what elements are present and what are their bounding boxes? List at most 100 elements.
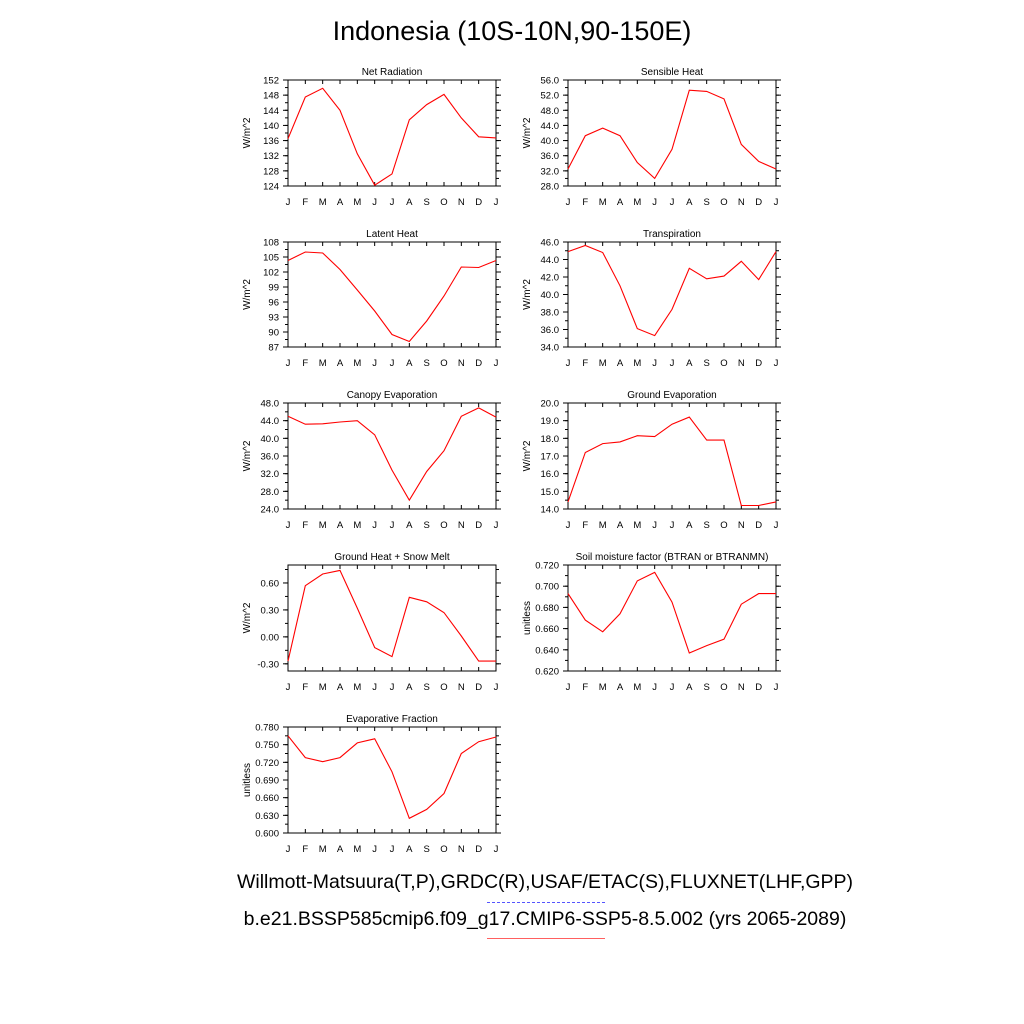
x-tick-label: J <box>390 520 395 531</box>
x-tick-label: N <box>738 520 745 531</box>
x-tick-label: J <box>670 682 675 693</box>
x-tick-label: S <box>423 358 429 369</box>
x-tick-label: D <box>475 197 482 208</box>
y-tick-label: 40.0 <box>541 136 560 147</box>
x-tick-label: A <box>337 520 344 531</box>
x-tick-label: A <box>617 682 624 693</box>
x-tick-label: J <box>494 844 499 855</box>
x-tick-label: F <box>582 197 588 208</box>
x-tick-label: F <box>582 520 588 531</box>
x-tick-label: A <box>686 682 693 693</box>
y-axis-label: W/m^2 <box>242 602 253 633</box>
y-tick-label: 140 <box>263 121 279 132</box>
y-tick-label: 102 <box>263 268 279 279</box>
x-tick-label: A <box>406 358 413 369</box>
series-line <box>567 416 777 507</box>
series-line <box>287 87 497 186</box>
y-tick-label: 14.0 <box>541 505 560 516</box>
y-tick-label: 36.0 <box>541 325 560 336</box>
x-tick-label: M <box>353 844 361 855</box>
y-tick-label: 42.0 <box>541 273 560 284</box>
model-legend-line <box>487 938 605 939</box>
y-tick-label: 136 <box>263 136 279 147</box>
y-tick-label: 48.0 <box>261 399 280 410</box>
x-tick-label: S <box>423 197 429 208</box>
x-tick-label: S <box>703 197 709 208</box>
x-tick-label: N <box>458 682 465 693</box>
y-tick-label: 0.640 <box>535 645 559 656</box>
x-tick-label: S <box>423 844 429 855</box>
x-tick-label: J <box>286 197 291 208</box>
x-tick-label: F <box>302 358 308 369</box>
panel-title: Ground Evaporation <box>627 390 717 401</box>
y-tick-label: 46.0 <box>541 238 560 249</box>
x-tick-label: J <box>372 520 377 531</box>
x-tick-label: M <box>319 358 327 369</box>
y-tick-label: 36.0 <box>261 452 280 463</box>
x-tick-label: M <box>319 197 327 208</box>
x-tick-label: A <box>617 358 624 369</box>
x-tick-label: F <box>582 682 588 693</box>
x-tick-label: J <box>286 358 291 369</box>
plot-frame <box>287 241 497 348</box>
x-tick-label: O <box>720 197 727 208</box>
panel-title: Transpiration <box>643 229 701 240</box>
x-tick-label: M <box>599 358 607 369</box>
x-tick-label: J <box>652 358 657 369</box>
x-tick-label: S <box>703 520 709 531</box>
series-line <box>287 407 497 502</box>
x-tick-label: J <box>372 358 377 369</box>
y-tick-label: 148 <box>263 91 279 102</box>
x-tick-label: O <box>440 682 447 693</box>
x-tick-label: A <box>337 197 344 208</box>
chart-panel: J F M A M J J A S O N D J24.028.032.036.040.044.048.… <box>242 390 501 531</box>
x-tick-label: J <box>372 682 377 693</box>
series-line <box>567 89 777 180</box>
x-tick-label: J <box>774 197 779 208</box>
y-axis-label: unitless <box>242 763 253 797</box>
y-tick-label: 52.0 <box>541 91 560 102</box>
x-tick-label: D <box>755 197 762 208</box>
x-tick-label: A <box>686 358 693 369</box>
x-tick-label: O <box>720 520 727 531</box>
x-tick-label: N <box>458 844 465 855</box>
x-tick-label: M <box>633 358 641 369</box>
x-tick-label: N <box>738 358 745 369</box>
y-tick-label: 44.0 <box>261 416 280 427</box>
y-tick-label: 93 <box>268 313 279 324</box>
y-tick-label: 0.30 <box>261 605 280 616</box>
x-tick-label: J <box>652 682 657 693</box>
x-tick-label: J <box>566 682 571 693</box>
y-tick-label: 34.0 <box>541 343 560 354</box>
chart-panel: J F M A M J J A S O N D J124128132136140144148152Net… <box>242 67 501 208</box>
x-tick-label: J <box>286 844 291 855</box>
x-tick-label: D <box>755 358 762 369</box>
chart-panel: J F M A M J J A S O N D J0.6000.6300.6600.6900.7200.… <box>242 714 501 855</box>
y-tick-label: 87 <box>268 343 279 354</box>
y-tick-label: 0.660 <box>255 793 279 804</box>
x-tick-label: O <box>440 358 447 369</box>
x-tick-label: J <box>390 844 395 855</box>
y-tick-label: 20.0 <box>541 399 560 410</box>
x-tick-label: J <box>286 682 291 693</box>
x-tick-label: A <box>406 197 413 208</box>
x-tick-label: M <box>599 682 607 693</box>
x-tick-label: M <box>353 358 361 369</box>
y-axis-label: W/m^2 <box>242 279 253 310</box>
x-tick-label: J <box>670 520 675 531</box>
x-tick-label: S <box>423 682 429 693</box>
y-tick-label: 99 <box>268 283 279 294</box>
x-tick-label: A <box>406 844 413 855</box>
y-tick-label: 36.0 <box>541 151 560 162</box>
y-tick-label: 38.0 <box>541 308 560 319</box>
x-tick-label: J <box>494 197 499 208</box>
x-tick-label: J <box>670 197 675 208</box>
y-tick-label: 0.700 <box>535 582 559 593</box>
x-tick-label: J <box>372 197 377 208</box>
plot-frame <box>287 79 497 187</box>
y-tick-label: 40.0 <box>261 434 280 445</box>
obs-source-text: Willmott-Matsuura(T,P),GRDC(R),USAF/ETAC… <box>236 871 854 893</box>
x-tick-label: A <box>337 682 344 693</box>
x-tick-label: A <box>617 197 624 208</box>
